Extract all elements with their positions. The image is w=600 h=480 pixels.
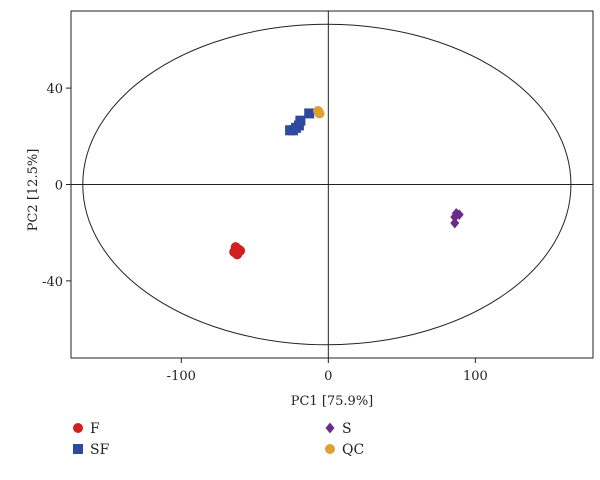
data-markers	[229, 106, 464, 260]
axis-ticks: -100 0 100 -40 0 40	[42, 82, 488, 384]
legend-marker-sf	[73, 444, 83, 454]
data-point-sf	[295, 115, 306, 126]
x-tick-label: 0	[324, 369, 332, 384]
data-point-qc	[313, 107, 324, 118]
data-point-f	[230, 244, 241, 255]
legend: F S SF QC	[73, 421, 364, 458]
confidence-ellipse	[82, 23, 572, 346]
legend-marker-s	[325, 422, 335, 434]
x-axis-title: PC1 [75.9%]	[291, 394, 374, 409]
legend-marker-f	[73, 423, 83, 433]
legend-label-f: F	[90, 421, 100, 437]
x-tick-label: 100	[463, 369, 488, 384]
data-point-s	[454, 209, 464, 221]
legend-label-qc: QC	[342, 442, 364, 458]
y-tick-label: -40	[42, 275, 63, 290]
legend-marker-qc	[325, 444, 335, 454]
legend-label-sf: SF	[90, 442, 110, 458]
x-tick-label: -100	[167, 369, 196, 384]
y-tick-label: 40	[46, 82, 63, 97]
y-tick-label: 0	[55, 179, 63, 194]
y-axis-title: PC2 [12.5%]	[26, 149, 41, 232]
data-point-s	[450, 217, 460, 229]
data-point-s	[450, 211, 460, 223]
data-point-sf	[304, 108, 315, 119]
legend-label-s: S	[342, 421, 352, 437]
